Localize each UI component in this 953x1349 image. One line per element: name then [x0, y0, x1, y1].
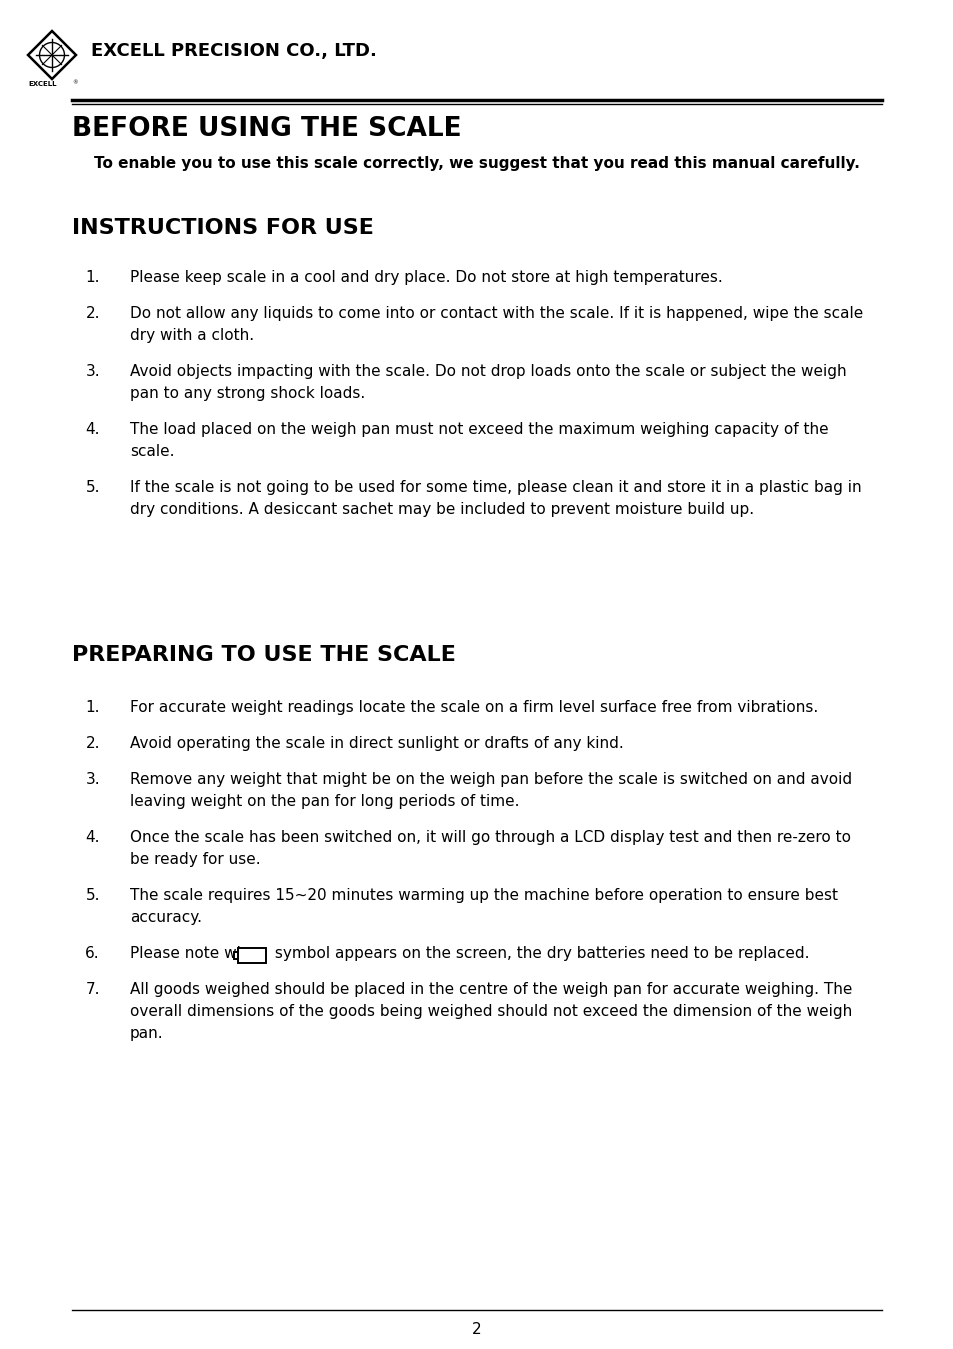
Text: EXCELL: EXCELL [28, 81, 56, 86]
Text: PREPARING TO USE THE SCALE: PREPARING TO USE THE SCALE [71, 645, 456, 665]
FancyBboxPatch shape [233, 952, 237, 959]
Text: INSTRUCTIONS FOR USE: INSTRUCTIONS FOR USE [71, 219, 374, 237]
Text: All goods weighed should be placed in the centre of the weigh pan for accurate w: All goods weighed should be placed in th… [130, 982, 851, 997]
Text: 2: 2 [472, 1322, 481, 1337]
Text: The scale requires 15~20 minutes warming up the machine before operation to ensu: The scale requires 15~20 minutes warming… [130, 888, 837, 902]
Text: Avoid objects impacting with the scale. Do not drop loads onto the scale or subj: Avoid objects impacting with the scale. … [130, 364, 845, 379]
Text: +: + [241, 951, 251, 960]
Text: Remove any weight that might be on the weigh pan before the scale is switched on: Remove any weight that might be on the w… [130, 772, 851, 786]
Text: pan to any strong shock loads.: pan to any strong shock loads. [130, 386, 365, 401]
Text: ®: ® [71, 80, 77, 85]
Text: If the scale is not going to be used for some time, please clean it and store it: If the scale is not going to be used for… [130, 480, 861, 495]
Text: 3.: 3. [85, 772, 100, 786]
Text: 1.: 1. [86, 270, 100, 285]
Text: BEFORE USING THE SCALE: BEFORE USING THE SCALE [71, 116, 461, 142]
Text: Do not allow any liquids to come into or contact with the scale. If it is happen: Do not allow any liquids to come into or… [130, 306, 862, 321]
Text: 6.: 6. [85, 946, 100, 960]
Text: overall dimensions of the goods being weighed should not exceed the dimension of: overall dimensions of the goods being we… [130, 1004, 851, 1018]
Text: 3.: 3. [85, 364, 100, 379]
Text: symbol appears on the screen, the dry batteries need to be replaced.: symbol appears on the screen, the dry ba… [270, 946, 808, 960]
Text: EXCELL PRECISION CO., LTD.: EXCELL PRECISION CO., LTD. [91, 42, 376, 59]
Text: 1.: 1. [86, 700, 100, 715]
Text: 7.: 7. [86, 982, 100, 997]
Text: accuracy.: accuracy. [130, 911, 202, 925]
Text: 4.: 4. [86, 830, 100, 844]
Text: pan.: pan. [130, 1027, 164, 1041]
Text: 5.: 5. [86, 480, 100, 495]
Text: −: − [253, 948, 263, 962]
Text: leaving weight on the pan for long periods of time.: leaving weight on the pan for long perio… [130, 795, 519, 809]
Text: Avoid operating the scale in direct sunlight or drafts of any kind.: Avoid operating the scale in direct sunl… [130, 737, 623, 751]
Text: The load placed on the weigh pan must not exceed the maximum weighing capacity o: The load placed on the weigh pan must no… [130, 422, 828, 437]
Text: 4.: 4. [86, 422, 100, 437]
Text: be ready for use.: be ready for use. [130, 853, 260, 867]
Text: dry with a cloth.: dry with a cloth. [130, 328, 253, 343]
Text: To enable you to use this scale correctly, we suggest that you read this manual : To enable you to use this scale correctl… [94, 156, 859, 171]
Text: 5.: 5. [86, 888, 100, 902]
Text: dry conditions. A desiccant sachet may be included to prevent moisture build up.: dry conditions. A desiccant sachet may b… [130, 502, 753, 517]
Text: Once the scale has been switched on, it will go through a LCD display test and t: Once the scale has been switched on, it … [130, 830, 850, 844]
Text: For accurate weight readings locate the scale on a firm level surface free from : For accurate weight readings locate the … [130, 700, 818, 715]
Text: 2.: 2. [86, 737, 100, 751]
Text: Please keep scale in a cool and dry place. Do not store at high temperatures.: Please keep scale in a cool and dry plac… [130, 270, 722, 285]
Text: 2.: 2. [86, 306, 100, 321]
Text: scale.: scale. [130, 444, 174, 459]
Text: Please note when: Please note when [130, 946, 270, 960]
FancyBboxPatch shape [237, 948, 266, 963]
